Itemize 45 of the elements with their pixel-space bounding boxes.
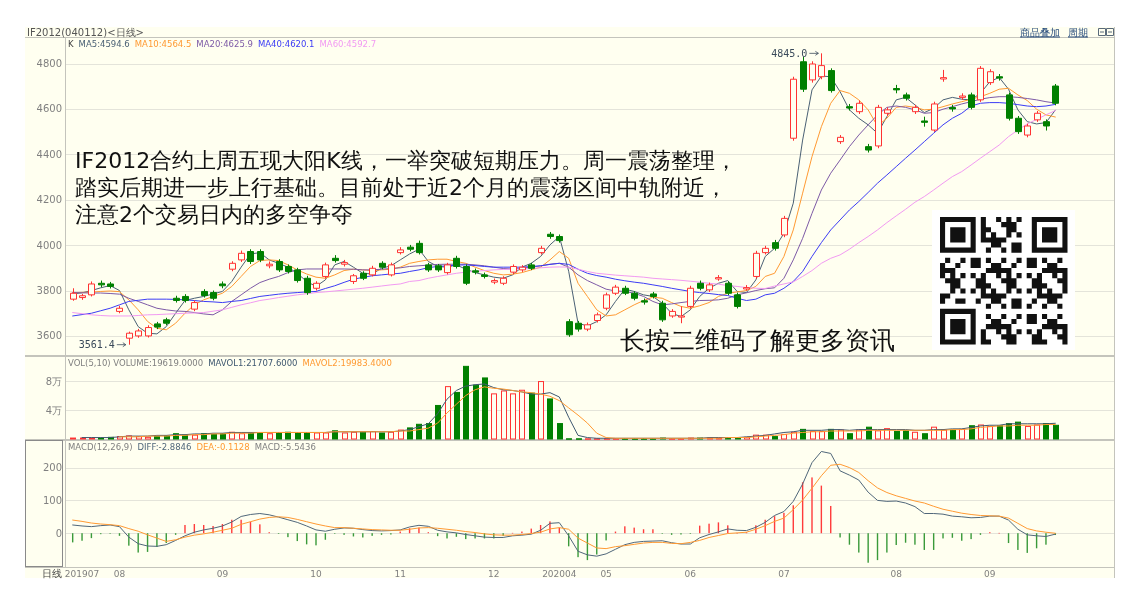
x-tick-label: 06 bbox=[684, 568, 697, 579]
x-tick-label: 202004 bbox=[542, 568, 577, 579]
y-tick-label: 4200 bbox=[36, 194, 62, 206]
x-tick-label: 07 bbox=[778, 568, 790, 579]
text: DEA:-0.1128 bbox=[196, 441, 250, 452]
x-tick-label: 12 bbox=[488, 568, 500, 579]
y-tick-label: 4400 bbox=[36, 148, 62, 160]
text: MA60:4592.7 bbox=[319, 38, 377, 49]
x-tick-label: 09 bbox=[216, 568, 229, 579]
x-tick-label: 201907 bbox=[64, 568, 100, 579]
chart-title: VOL(5,10) VOLUME:19619.0000 bbox=[68, 357, 204, 368]
chart-title: MACD(12,26,9) bbox=[68, 441, 133, 452]
y-tick-label: 200 bbox=[42, 462, 62, 474]
chart-title: IF2012(040112)<日线> bbox=[27, 26, 144, 38]
x-tick-label: 05 bbox=[600, 568, 612, 579]
x-tick-label: 09 bbox=[984, 568, 996, 579]
y-tick-label: 3800 bbox=[36, 285, 62, 297]
x-tick-label: 10 bbox=[310, 568, 322, 579]
text: MA20:4625.9 bbox=[196, 38, 253, 49]
annotation: 3561.4 bbox=[78, 339, 115, 351]
text: DIFF:-2.8846 bbox=[137, 441, 192, 452]
text: 周期 bbox=[1068, 26, 1088, 38]
annotation: MACD:-5.5436 bbox=[254, 441, 316, 452]
text: MA40:4620.1 bbox=[257, 38, 315, 49]
y-tick-label: 8万 bbox=[45, 375, 62, 387]
x-tick-label: 08 bbox=[890, 568, 903, 579]
y-tick-label: 100 bbox=[42, 494, 62, 506]
legend-title: K bbox=[68, 38, 74, 49]
x-axis-title: 日线 bbox=[42, 568, 62, 579]
annotation: 4845.0 bbox=[771, 47, 808, 59]
x-tick-label: 11 bbox=[394, 568, 406, 579]
text: MA10:4564.5 bbox=[134, 38, 192, 49]
y-tick-label: 3600 bbox=[36, 330, 62, 342]
text: MAVOL1:21707.6000 bbox=[208, 357, 298, 368]
text: 商品叠加 bbox=[1020, 26, 1060, 38]
y-tick-label: 4万 bbox=[45, 404, 62, 416]
y-tick-label: 0 bbox=[55, 527, 62, 539]
y-tick-label: 4600 bbox=[36, 103, 62, 115]
text: MAVOL2:19983.4000 bbox=[302, 357, 392, 368]
x-tick-label: 08 bbox=[113, 568, 126, 579]
text: MA5:4594.6 bbox=[78, 38, 130, 49]
y-tick-label: 4800 bbox=[36, 58, 62, 70]
annotation: 长按二维码了解更多资讯 bbox=[620, 326, 895, 355]
y-tick-label: 4000 bbox=[36, 239, 62, 251]
annotation: IF2012合约上周五现大阳K线，一举突破短期压力。周一震荡整理，踏实后期进一步上行基础。目前处于近2个月的震荡区间中轨附近，注意2个交易日内的多空争夺 bbox=[75, 148, 737, 227]
